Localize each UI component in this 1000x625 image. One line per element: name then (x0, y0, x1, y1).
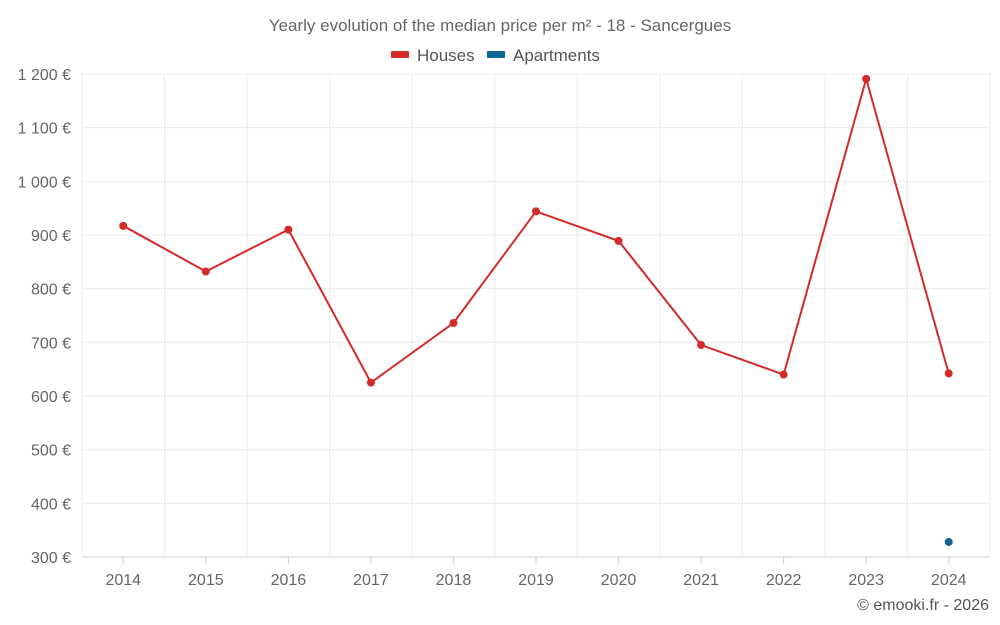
legend-swatch-apartments (487, 51, 505, 58)
y-tick-label: 400 € (31, 496, 71, 513)
x-tick-label: 2017 (353, 572, 389, 589)
y-tick-label: 500 € (31, 443, 71, 460)
data-point-houses[interactable] (697, 341, 706, 350)
y-tick-label: 300 € (31, 550, 71, 567)
data-point-houses[interactable] (284, 225, 293, 234)
data-point-apartments[interactable] (944, 537, 953, 546)
legend-swatch-houses (391, 51, 409, 58)
legend-label-apartments[interactable]: Apartments (513, 46, 600, 65)
y-tick-label: 1 000 € (18, 174, 71, 191)
legend-label-houses[interactable]: Houses (417, 46, 475, 65)
x-tick-label: 2018 (436, 572, 472, 589)
data-point-houses[interactable] (532, 207, 540, 216)
data-point-houses[interactable] (119, 221, 128, 230)
data-point-houses[interactable] (366, 378, 375, 387)
x-tick-label: 2020 (601, 572, 637, 589)
x-tick-label: 2021 (683, 572, 719, 589)
y-axis: 300 € 400 € 500 € 600 € 700 € 800 € 900 € 1 000… (18, 67, 71, 567)
y-tick-label: 900 € (31, 228, 71, 245)
y-tick-label: 1 100 € (18, 121, 71, 138)
chart-grid (81, 73, 991, 564)
x-tick-label: 2024 (931, 572, 967, 589)
x-tick-label: 2016 (271, 572, 307, 589)
x-tick-label: 2019 (518, 572, 554, 589)
x-tick-label: 2022 (766, 572, 802, 589)
chart-legend: Houses Apartments (391, 46, 600, 65)
credit-text: © emooki.fr - 2026 (857, 597, 989, 614)
y-tick-label: 800 € (31, 282, 71, 299)
y-tick-label: 700 € (31, 335, 71, 352)
plot-area (119, 74, 953, 546)
y-tick-label: 600 € (31, 389, 71, 406)
data-point-houses[interactable] (614, 236, 623, 245)
data-point-houses[interactable] (862, 74, 871, 83)
x-tick-label: 2023 (848, 572, 884, 589)
data-point-houses[interactable] (449, 319, 458, 328)
data-point-houses[interactable] (201, 267, 210, 276)
y-tick-label: 1 200 € (18, 67, 71, 84)
chart-title: Yearly evolution of the median price per… (269, 16, 731, 35)
x-axis: 2014 2015 2016 2017 2018 2019 2020 2021 2022 2023… (105, 572, 966, 589)
data-point-houses[interactable] (779, 370, 788, 379)
x-tick-label: 2014 (105, 572, 141, 589)
x-tick-label: 2015 (188, 572, 224, 589)
data-point-houses[interactable] (944, 369, 953, 378)
